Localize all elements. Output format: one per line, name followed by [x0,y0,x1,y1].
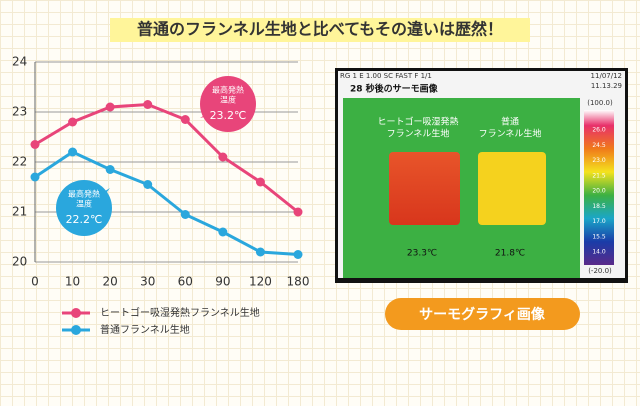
series-point [293,250,303,259]
y-tick-label: 24 [12,55,27,69]
annotation-bubble [200,76,256,132]
thermo-scale-top: (100.0) [587,99,613,107]
thermo-red-patch [389,152,460,225]
annotation-text: 最高発熱 [68,189,100,199]
thermo-scale-label: 26.0 [592,127,606,134]
series-line [34,102,299,214]
thermo-scale-bottom: (-20.0) [588,267,612,275]
series-point [218,152,228,162]
x-tick-label: 20 [103,275,118,289]
thermo-scale-label: 20.0 [592,188,606,195]
thermo-caption: 28 秒後のサーモ画像 [350,83,439,95]
series-line [34,150,299,256]
series-point [143,100,153,109]
thermo-right-label: フランネル生地 [479,128,542,140]
annotation-bubble [56,180,112,236]
series-point [218,227,228,237]
thermo-margin [338,98,343,278]
series-point [105,165,115,174]
thermo-left-temp: 23.3℃ [407,249,437,259]
x-tick-label: 180 [287,275,310,289]
annotation-text: 温度 [220,95,236,105]
series-point [30,140,40,149]
y-tick-label: 20 [12,255,27,269]
series-point [293,207,303,217]
x-tick-label: 10 [65,275,80,289]
thermo-scale-label: 24.5 [592,142,606,149]
series-point [255,247,265,257]
series-point [180,210,190,219]
thermo-scale-label: 14.0 [592,249,606,256]
x-tick-label: 30 [140,275,155,289]
thermo-scale-label: 18.5 [592,203,606,210]
legend-dot [71,325,81,335]
thermo-scale [584,110,614,265]
series-point [180,115,190,124]
x-tick-label: 90 [215,275,230,289]
thermo-button [385,298,580,330]
chart-title: 普通のフランネル生地と比べてもその違いは歴然！ [137,20,503,39]
thermo-left-label: フランネル生地 [387,128,450,140]
legend-label: ヒートゴー吸湿発熱フランネル生地 [100,306,260,319]
y-tick-label: 22 [12,155,27,169]
annotation-value: 22.2℃ [66,213,103,226]
thermo-scale-label: 23.0 [592,157,606,164]
series-point [143,180,153,189]
legend-dot [71,308,81,318]
x-tick-label: 0 [31,275,39,289]
thermo-date: 11/07/12 [591,72,622,80]
x-tick-label: 120 [249,275,272,289]
thermo-right-temp: 21.8℃ [495,249,525,259]
y-tick-label: 21 [12,205,27,219]
thermo-scale-label: 17.0 [592,218,606,225]
thermo-header [338,71,625,98]
thermo-right-label: 普通 [501,116,519,128]
title-highlight [110,18,530,42]
annotation-text: 最高発熱 [212,85,244,95]
annotation-value: 23.2℃ [210,109,247,122]
thermo-scale-label: 21.5 [592,172,606,179]
thermo-status: RG 1 E 1.00 SC FAST F 1/1 [340,72,432,80]
thermo-scale-label: 15.5 [592,233,606,240]
x-tick-label: 60 [178,275,193,289]
series-point [68,147,78,157]
y-tick-label: 23 [12,105,27,119]
annotation-text: 温度 [76,199,92,209]
thermo-yellow-patch [478,152,546,225]
legend-label: 普通フランネル生地 [100,323,190,336]
series-point [255,177,265,187]
thermo-button-label: サーモグラフィ画像 [419,306,546,323]
series-point [68,117,78,127]
series-point [30,172,40,182]
thermo-left-label: ヒートゴー吸湿発熱 [377,116,458,128]
thermo-time: 11.13.29 [591,82,622,90]
series-point [105,102,115,112]
